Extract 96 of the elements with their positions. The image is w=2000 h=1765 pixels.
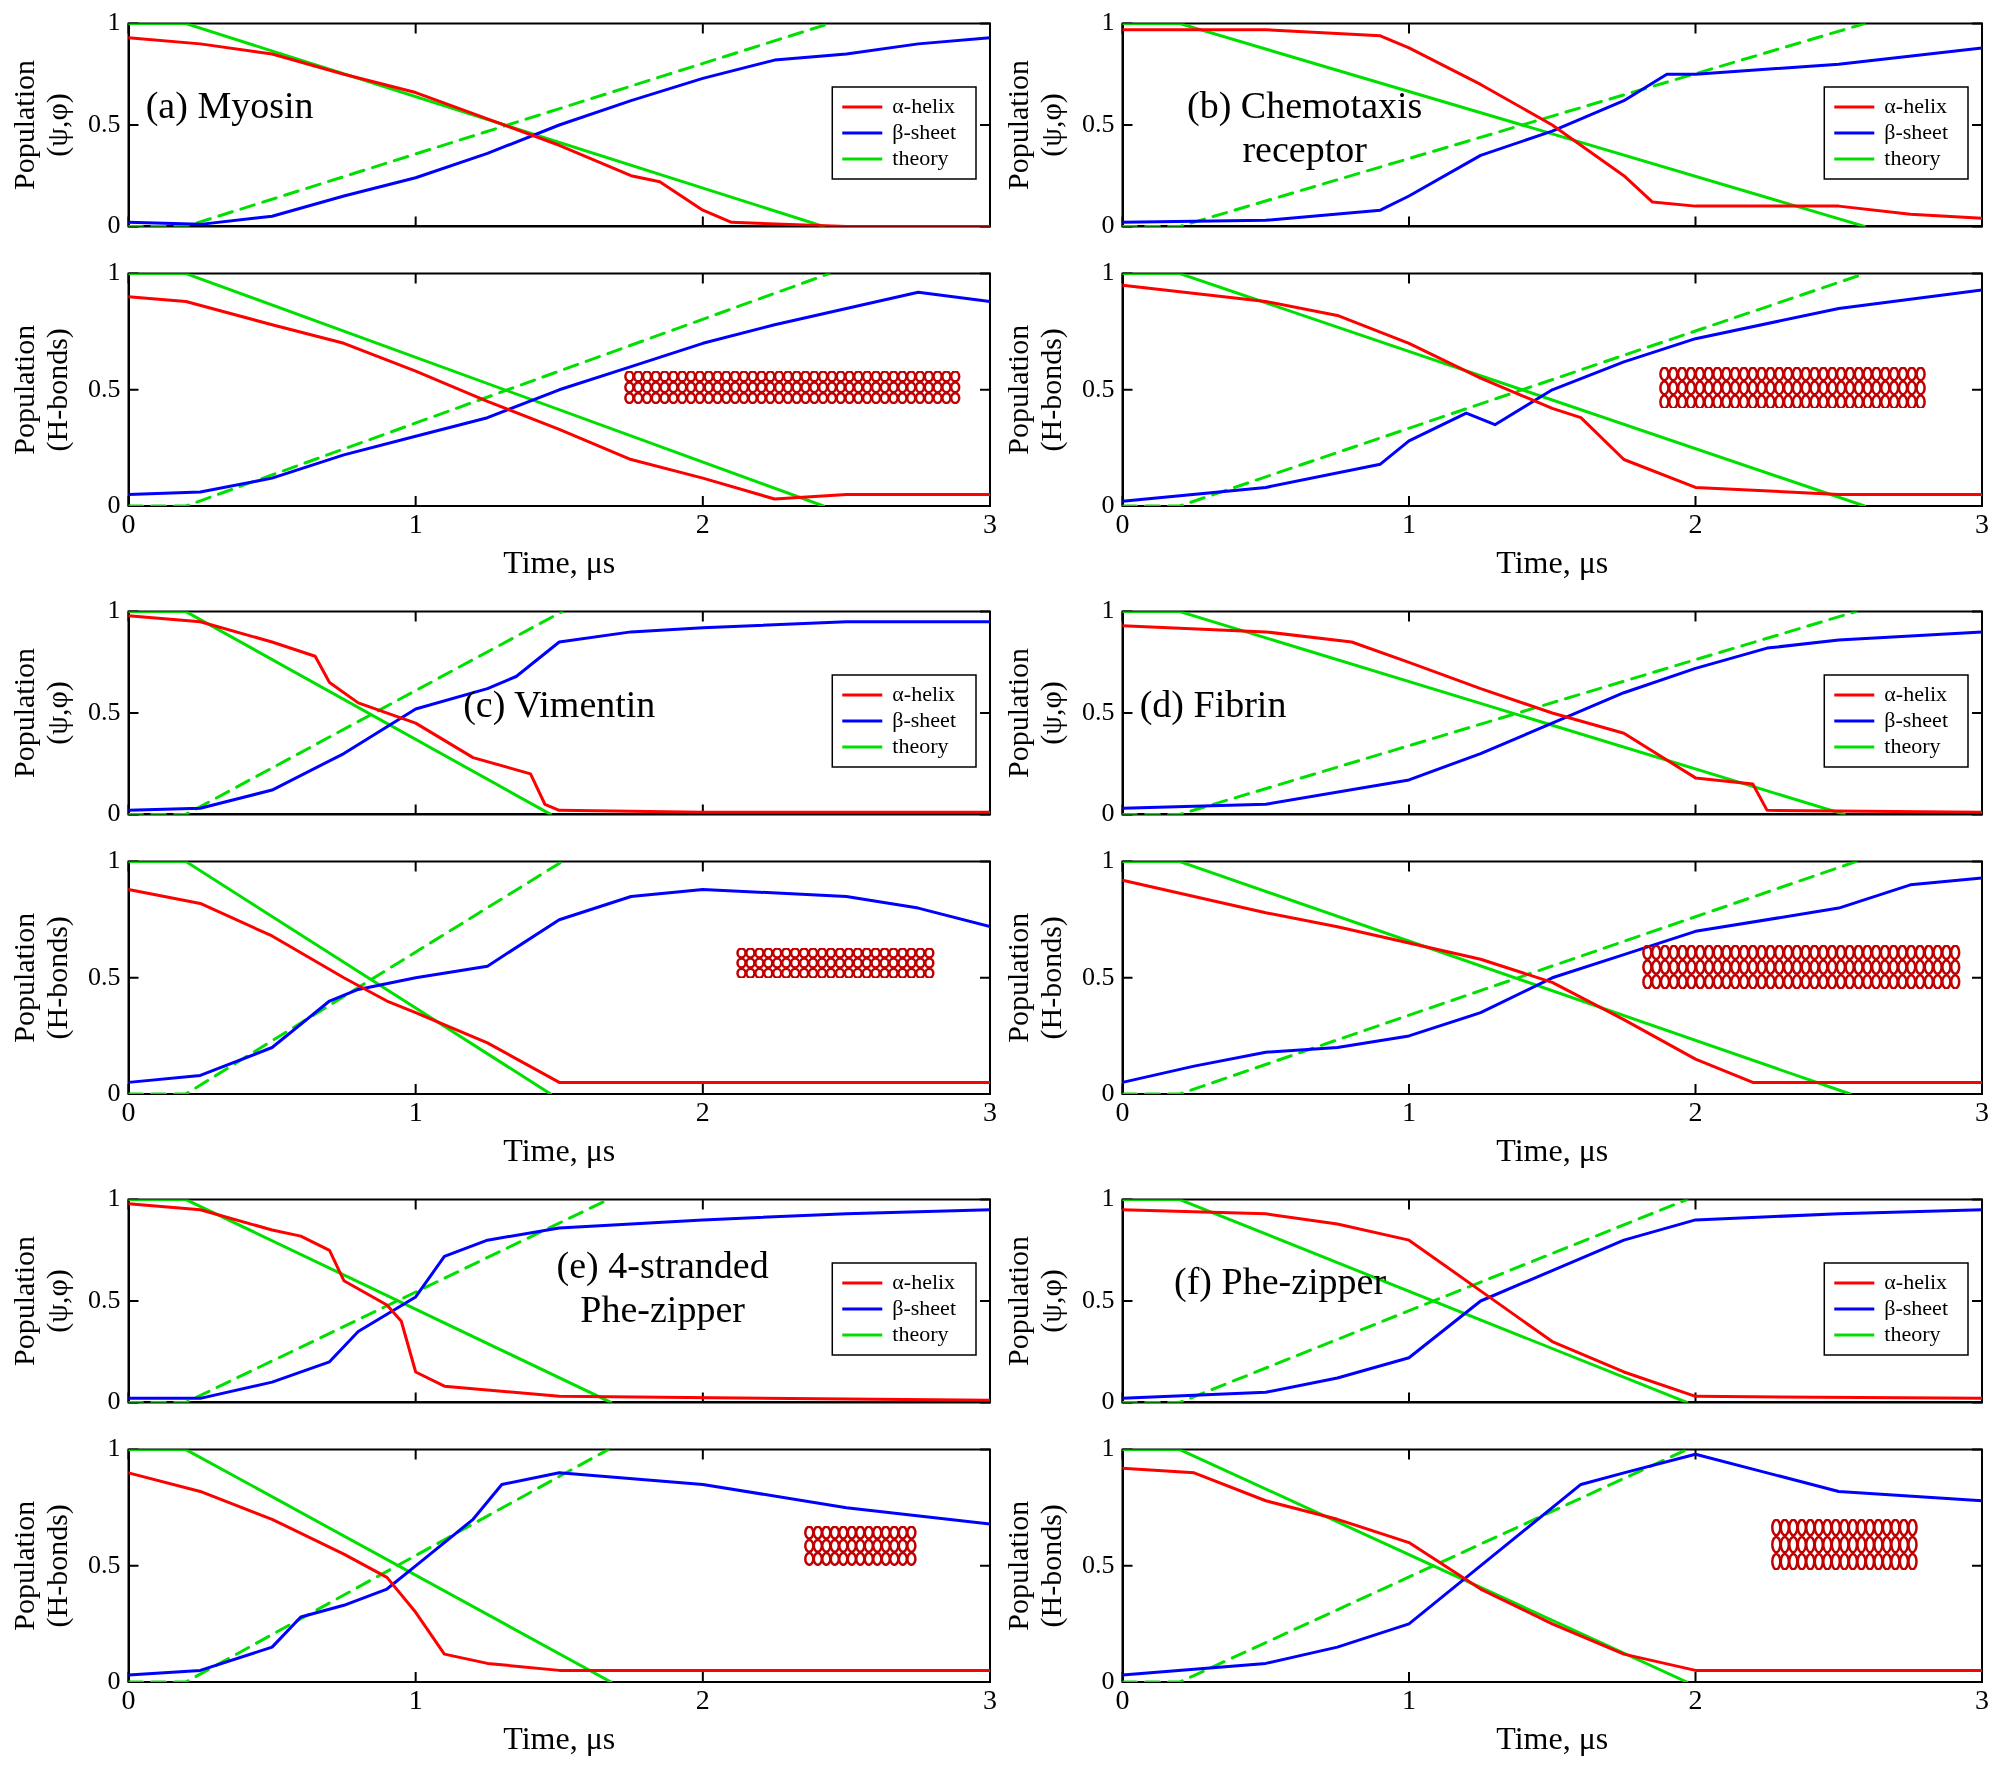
legend-label: theory [892, 144, 949, 170]
y-axis-title: Population (H-bonds) [7, 912, 75, 1043]
x-tick-label: 1 [1402, 1096, 1416, 1128]
y-tick-label: 0 [1101, 1077, 1115, 1107]
legend-label: theory [1884, 732, 1941, 758]
x-tick-label: 1 [408, 1096, 423, 1128]
y-tick-label: 0 [107, 489, 121, 519]
x-tick-label: 3 [983, 1684, 997, 1716]
x-axis-title: Time, μs [1496, 1132, 1609, 1169]
x-tick-label: 1 [408, 508, 423, 540]
legend-label: α-helix [892, 680, 956, 706]
annotation: (c) Vimentin [463, 682, 656, 727]
y-tick-label: 0 [107, 1386, 121, 1416]
y-tick-label: 0 [1101, 798, 1115, 828]
y-tick-label: 0 [1101, 210, 1115, 240]
legend-label: theory [892, 732, 949, 758]
y-tick-label: 0.5 [1082, 961, 1115, 991]
y-tick-label: 0.5 [88, 696, 121, 726]
y-tick-label: 0 [1101, 489, 1115, 519]
y-tick-label: 1 [1101, 257, 1115, 287]
y-tick-label: 1 [1101, 845, 1115, 875]
legend-label: β-sheet [892, 1294, 957, 1320]
y-tick-label: 0.5 [88, 1284, 121, 1314]
legend-label: β-sheet [1884, 706, 1949, 732]
y-tick-label: 1 [1101, 1433, 1115, 1463]
legend-label: theory [1884, 1320, 1941, 1346]
y-tick-label: 0 [107, 1665, 121, 1695]
y-tick-label: 1 [107, 1433, 121, 1463]
y-tick-label: 1 [1101, 595, 1115, 625]
y-axis-title: Population (H-bonds) [1001, 1500, 1069, 1631]
y-tick-label: 0.5 [1082, 373, 1115, 403]
annotation: (d) Fibrin [1139, 682, 1287, 727]
y-tick-label: 1 [107, 257, 121, 287]
y-tick-label: 0 [1101, 1386, 1115, 1416]
x-tick-label: 1 [1402, 1684, 1416, 1716]
x-axis-title: Time, μs [503, 1132, 616, 1169]
y-axis-title: Population (ψ,φ) [7, 59, 75, 191]
x-tick-label: 1 [408, 1684, 423, 1716]
annotation: (f) Phe-zipper [1174, 1260, 1387, 1305]
x-axis-title: Time, μs [503, 1720, 616, 1757]
x-tick-label: 2 [1688, 508, 1703, 540]
y-tick-label: 0.5 [88, 961, 121, 991]
y-tick-label: 1 [107, 595, 121, 625]
y-tick-label: 0 [107, 210, 121, 240]
x-tick-label: 1 [1402, 508, 1416, 540]
legend-label: α-helix [1884, 92, 1948, 118]
y-axis-title: Population (H-bonds) [1001, 324, 1069, 455]
x-tick-label: 2 [1688, 1684, 1703, 1716]
y-tick-label: 0 [107, 798, 121, 828]
y-tick-label: 0 [1101, 1665, 1115, 1695]
y-axis-title: Population (H-bonds) [7, 324, 75, 455]
x-axis-title: Time, μs [1496, 544, 1609, 581]
y-axis-title: Population (H-bonds) [1001, 912, 1069, 1043]
x-tick-label: 3 [1975, 1684, 1989, 1716]
y-axis-title: Population (ψ,φ) [1001, 647, 1069, 779]
y-tick-label: 1 [1101, 1183, 1115, 1213]
y-tick-label: 0.5 [1082, 108, 1115, 138]
x-tick-label: 3 [1975, 508, 1989, 540]
y-tick-label: 0.5 [1082, 1549, 1115, 1579]
legend-label: β-sheet [892, 118, 957, 144]
legend-label: α-helix [1884, 1268, 1948, 1294]
x-tick-label: 2 [695, 508, 710, 540]
y-tick-label: 1 [1101, 7, 1115, 37]
y-tick-label: 0.5 [88, 108, 121, 138]
legend-label: α-helix [892, 92, 956, 118]
y-tick-label: 0 [107, 1077, 121, 1107]
y-tick-label: 0.5 [1082, 1284, 1115, 1314]
x-tick-label: 2 [695, 1096, 710, 1128]
legend-label: β-sheet [1884, 118, 1949, 144]
legend-label: α-helix [892, 1268, 956, 1294]
legend-label: theory [892, 1320, 949, 1346]
y-tick-label: 0.5 [88, 373, 121, 403]
annotation: (b) Chemotaxis receptor [1186, 84, 1424, 172]
x-axis-title: Time, μs [1496, 1720, 1609, 1757]
y-tick-label: 1 [107, 1183, 121, 1213]
legend-label: α-helix [1884, 680, 1948, 706]
x-axis-title: Time, μs [503, 544, 616, 581]
x-tick-label: 3 [983, 1096, 997, 1128]
legend-label: theory [1884, 144, 1941, 170]
y-axis-title: Population (ψ,φ) [7, 647, 75, 779]
y-tick-label: 0.5 [1082, 696, 1115, 726]
y-tick-label: 0.5 [88, 1549, 121, 1579]
annotation: (e) 4-stranded Phe-zipper [555, 1244, 770, 1332]
x-tick-label: 3 [1975, 1096, 1989, 1128]
y-axis-title: Population (ψ,φ) [1001, 59, 1069, 191]
annotation: (a) Myosin [145, 84, 314, 129]
y-tick-label: 1 [107, 845, 121, 875]
y-axis-title: Population (ψ,φ) [1001, 1235, 1069, 1367]
x-tick-label: 2 [1688, 1096, 1703, 1128]
y-axis-title: Population (ψ,φ) [7, 1235, 75, 1367]
legend-label: β-sheet [892, 706, 957, 732]
y-tick-label: 1 [107, 7, 121, 37]
y-axis-title: Population (H-bonds) [7, 1500, 75, 1631]
x-tick-label: 3 [983, 508, 997, 540]
legend-label: β-sheet [1884, 1294, 1949, 1320]
x-tick-label: 2 [695, 1684, 710, 1716]
